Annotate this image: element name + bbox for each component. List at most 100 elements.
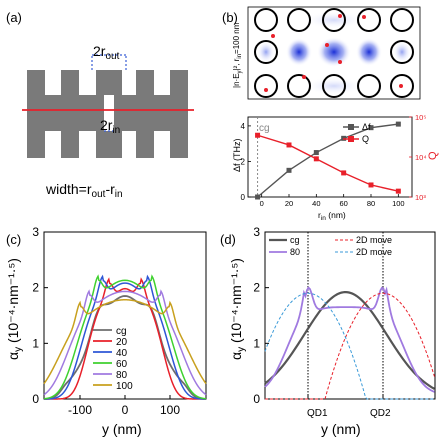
c-ytick-label: 2 bbox=[32, 281, 39, 295]
series-df-point bbox=[395, 121, 401, 127]
c-series-40 bbox=[43, 274, 207, 400]
c-series-100 bbox=[43, 299, 207, 385]
gap-bot-4 bbox=[154, 131, 170, 158]
series-q-point bbox=[368, 182, 374, 188]
hole-1-3 bbox=[357, 74, 381, 98]
c-legend-label: cg bbox=[116, 326, 127, 337]
cg-marker-label: cg bbox=[259, 123, 270, 134]
series-df-point bbox=[286, 167, 292, 173]
gap-bot-2 bbox=[79, 131, 96, 158]
d-legend-label: 2D move bbox=[356, 247, 392, 257]
b-xtick-label: 40 bbox=[312, 199, 320, 208]
panel-a-label: (a) bbox=[6, 10, 22, 25]
d-ytick-label: 3 bbox=[253, 225, 260, 239]
b-legend: Δf Q bbox=[343, 122, 371, 144]
b-plot: 0 20 40 60 80 100 0 2 4 10³ 10⁴ 10⁵ bbox=[241, 113, 427, 208]
gap-bot-3 bbox=[122, 131, 136, 158]
series-df-point bbox=[255, 194, 261, 200]
c-ytick-label: 0 bbox=[32, 392, 39, 406]
b-ytick-label: 2 bbox=[241, 157, 246, 166]
hole-mid-left bbox=[254, 40, 278, 64]
hole-1-0 bbox=[254, 74, 278, 98]
d-legend-label: 2D move bbox=[356, 235, 392, 245]
c-legend-label: 40 bbox=[116, 348, 128, 359]
c-series-20 bbox=[43, 277, 207, 400]
hole-mid-right bbox=[390, 40, 414, 64]
b-xtick-label: 20 bbox=[285, 199, 293, 208]
b-legend-q: Q bbox=[362, 134, 369, 144]
field-map-label: |n·Ey|², rin=100 nm bbox=[232, 22, 243, 88]
b-legend-df: Δf bbox=[362, 122, 371, 132]
gap-bot-1 bbox=[45, 131, 61, 158]
b-y2tick-label: 10³ bbox=[415, 193, 426, 202]
c-legend-label: 60 bbox=[116, 359, 128, 370]
c-ylabel: αy (10⁻⁴·nm⁻¹·⁵) bbox=[5, 258, 24, 360]
gap-top-2 bbox=[79, 70, 96, 95]
panel-b-label: (b) bbox=[222, 10, 238, 25]
d-legend-label: 80 bbox=[290, 247, 300, 257]
c-series-60 bbox=[43, 274, 207, 400]
d-tick-qd1: QD1 bbox=[307, 408, 328, 419]
c-legend-label: 80 bbox=[116, 370, 128, 381]
d-series-move-red bbox=[265, 292, 435, 400]
gap-top-3 bbox=[122, 70, 136, 95]
gap-top-1 bbox=[45, 70, 61, 95]
d-series-move-blue bbox=[264, 292, 435, 400]
b-ylabel: Δf (THz) bbox=[232, 138, 242, 172]
b-ytick-label: 0 bbox=[241, 193, 246, 202]
series-q-line bbox=[257, 134, 399, 192]
hole-0-2 bbox=[322, 8, 346, 32]
panel-b: (b) |n·Ey|², rin=100 nm 0 20 40 bbox=[222, 6, 439, 222]
c-series-80 bbox=[43, 289, 207, 396]
c-legend-label: 20 bbox=[116, 337, 128, 348]
d-ylabel: αy (10⁻⁴·nm⁻¹·⁵) bbox=[228, 258, 247, 360]
hole-1-1 bbox=[287, 74, 311, 98]
series-q-point bbox=[313, 156, 319, 162]
c-legend-label: 100 bbox=[116, 381, 133, 392]
r-out-label: 2rout bbox=[93, 43, 120, 62]
hole-1-4 bbox=[390, 74, 414, 98]
c-xtick-label: -100 bbox=[68, 403, 92, 417]
b-xtick-label: 100 bbox=[392, 199, 405, 208]
c-plot: -100 0 100 0 1 2 3 bbox=[32, 225, 207, 417]
b-xtick-label: 80 bbox=[367, 199, 375, 208]
d-ytick-label: 2 bbox=[253, 281, 260, 295]
panel-c: (c) -100 0 100 0 1 2 3 αy (10⁻⁴·nm⁻¹·⁵) y (nm)… bbox=[5, 225, 207, 437]
panel-d-label: (d) bbox=[220, 232, 236, 247]
b-xtick-label: 0 bbox=[260, 199, 264, 208]
hole-0-0 bbox=[254, 8, 278, 32]
c-xtick-label: 100 bbox=[160, 403, 180, 417]
c-xlabel: y (nm) bbox=[102, 421, 142, 437]
d-ytick-label: 1 bbox=[253, 336, 260, 350]
series-q-point bbox=[395, 188, 401, 194]
field-blobs bbox=[257, 11, 411, 95]
series-df-point bbox=[313, 150, 319, 156]
hole-ring bbox=[254, 8, 414, 98]
panel-d: (d) 0 1 2 3 αy (10⁻⁴·nm⁻¹·⁵) QD1 QD2 y (nm)… bbox=[220, 225, 436, 437]
hole-0-3 bbox=[357, 8, 381, 32]
width-caption: width=rout-rin bbox=[45, 181, 123, 200]
c-ytick-label: 3 bbox=[32, 225, 39, 239]
b-xtick-label: 60 bbox=[339, 199, 347, 208]
b-y2label: Q bbox=[427, 151, 439, 160]
b-y2tick-label: 10⁴ bbox=[415, 153, 427, 162]
b-ytick-label: 4 bbox=[241, 122, 246, 131]
gap-top-4 bbox=[154, 70, 170, 95]
series-q-point bbox=[255, 132, 261, 138]
panel-c-label: (c) bbox=[6, 232, 21, 247]
d-plot: 0 1 2 3 bbox=[253, 225, 436, 406]
series-q-point bbox=[286, 142, 292, 148]
d-series-80 bbox=[264, 286, 435, 393]
d-ytick-label: 0 bbox=[253, 392, 260, 406]
series-df-line bbox=[257, 123, 399, 198]
inner-hole bbox=[104, 95, 114, 131]
d-series-cg bbox=[264, 291, 436, 390]
c-xtick-label: 0 bbox=[122, 403, 129, 417]
hole-1-2 bbox=[322, 74, 346, 98]
d-xlabel: y (nm) bbox=[321, 421, 361, 437]
b-y2tick-label: 10⁵ bbox=[415, 113, 426, 122]
series-q-point bbox=[341, 170, 347, 176]
series-df-point bbox=[368, 125, 374, 131]
